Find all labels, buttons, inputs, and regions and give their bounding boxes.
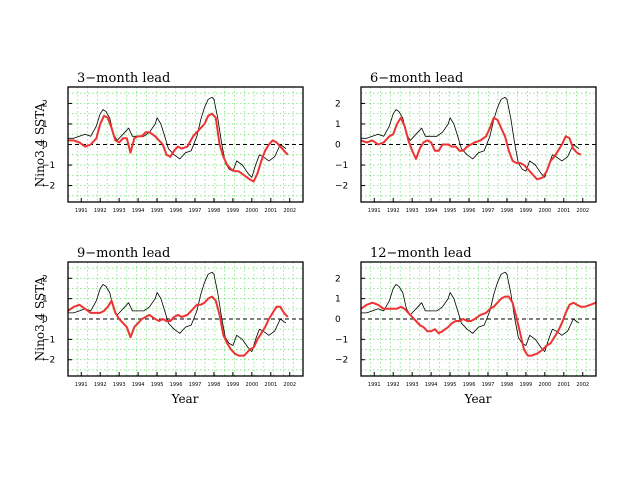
panel-12-month-lead: 12−month lead −2 −1 0 1 2 1991 1992 1993 1994 1995… xyxy=(335,246,597,388)
x-tick-label: 1994 xyxy=(425,208,438,214)
x-tick-label: 2002 xyxy=(283,208,296,214)
y-tick-label: 0 xyxy=(42,141,48,151)
y-axis-label-top: Nino3.4 SSTA xyxy=(33,102,47,187)
x-tick-label: 1996 xyxy=(463,208,476,214)
panel-6-month-lead: 6−month lead −2 −1 0 1 2 1991 1992 1993 1994 1995 1… xyxy=(335,71,597,214)
y-tick-label: 1 xyxy=(42,295,48,305)
x-tick-label: 1993 xyxy=(406,382,419,388)
y-tick-label: −2 xyxy=(335,182,348,192)
y-tick-label: 1 xyxy=(42,120,48,130)
x-tick-label: 1997 xyxy=(482,208,495,214)
x-tick-label: 1998 xyxy=(208,382,221,388)
x-tick-label: 2002 xyxy=(283,382,296,388)
y-tick-label: −2 xyxy=(42,182,55,192)
x-tick-label: 2000 xyxy=(245,382,258,388)
y-tick-label: −1 xyxy=(42,161,55,171)
x-tick-label: 1993 xyxy=(113,208,126,214)
y-tick-label: −1 xyxy=(335,161,348,171)
y-tick-label: 1 xyxy=(335,295,341,305)
x-tick-label: 2001 xyxy=(557,208,570,214)
panel-3-month-lead: 3−month lead −2 −1 0 1 2 1991 1992 1993 1994 1995 1… xyxy=(42,71,304,214)
forecast-series-line xyxy=(360,295,597,357)
forecast-series-line xyxy=(67,295,289,357)
observed-series-line xyxy=(361,271,580,353)
x-tick-label: 1996 xyxy=(463,382,476,388)
y-tick-label: 1 xyxy=(335,120,341,130)
x-axis-label-right: Year xyxy=(464,392,492,406)
y-axis-label-bottom: Nino3.4 SSTA xyxy=(33,276,47,361)
y-tick-label: −2 xyxy=(42,356,55,366)
x-tick-label: 1999 xyxy=(520,208,533,214)
x-tick-label: 1999 xyxy=(520,382,533,388)
x-tick-label: 1993 xyxy=(406,208,419,214)
x-tick-label: 1995 xyxy=(444,208,457,214)
x-tick-label: 1991 xyxy=(75,382,88,388)
x-tick-label: 1995 xyxy=(151,382,164,388)
panel-title: 6−month lead xyxy=(370,71,463,86)
observed-series-line xyxy=(68,96,287,178)
observed-series-line xyxy=(361,96,580,178)
x-tick-label: 1997 xyxy=(189,208,202,214)
x-tick-label: 2001 xyxy=(557,382,570,388)
x-tick-label: 2000 xyxy=(538,208,551,214)
x-tick-label: 2001 xyxy=(264,382,277,388)
observed-series-line xyxy=(68,271,287,353)
x-tick-label: 1998 xyxy=(208,208,221,214)
y-tick-label: 0 xyxy=(335,141,341,151)
x-tick-label: 1992 xyxy=(94,382,107,388)
y-tick-label: 2 xyxy=(42,99,48,109)
panel-title: 9−month lead xyxy=(77,246,170,261)
y-tick-label: −2 xyxy=(335,356,348,366)
x-tick-label: 1998 xyxy=(501,382,514,388)
y-tick-label: −1 xyxy=(335,335,348,345)
x-tick-label: 1995 xyxy=(444,382,457,388)
x-tick-label: 2000 xyxy=(245,208,258,214)
x-tick-label: 1992 xyxy=(387,382,400,388)
forecast-series-line xyxy=(360,116,582,181)
x-tick-label: 1994 xyxy=(425,382,438,388)
forecast-series-line xyxy=(68,112,289,183)
y-tick-label: 2 xyxy=(42,274,48,284)
x-tick-label: 2001 xyxy=(264,208,277,214)
y-tick-label: 0 xyxy=(335,315,341,325)
x-tick-label: 1991 xyxy=(75,208,88,214)
panel-9-month-lead: 9−month lead −2 −1 0 1 2 1991 1992 1993 1994 1995 1… xyxy=(42,246,304,388)
x-tick-label: 1999 xyxy=(227,208,240,214)
x-tick-label: 2000 xyxy=(538,382,551,388)
x-tick-label: 2002 xyxy=(576,208,589,214)
x-tick-label: 1995 xyxy=(151,208,164,214)
x-tick-label: 1999 xyxy=(227,382,240,388)
y-tick-label: −1 xyxy=(42,335,55,345)
x-tick-label: 1998 xyxy=(501,208,514,214)
panel-title: 12−month lead xyxy=(370,246,472,261)
x-tick-label: 1997 xyxy=(189,382,202,388)
x-tick-label: 1991 xyxy=(368,382,381,388)
x-tick-label: 2002 xyxy=(576,382,589,388)
x-tick-label: 1996 xyxy=(170,208,183,214)
x-tick-label: 1997 xyxy=(482,382,495,388)
y-tick-label: 0 xyxy=(42,315,48,325)
x-tick-label: 1992 xyxy=(387,208,400,214)
x-axis-label-left: Year xyxy=(171,392,199,406)
x-tick-label: 1991 xyxy=(368,208,381,214)
x-tick-label: 1996 xyxy=(170,382,183,388)
x-tick-label: 1993 xyxy=(113,382,126,388)
y-tick-label: 2 xyxy=(335,274,341,284)
x-tick-label: 1994 xyxy=(132,382,145,388)
x-tick-label: 1992 xyxy=(94,208,107,214)
panel-title: 3−month lead xyxy=(77,71,170,86)
y-tick-label: 2 xyxy=(335,99,341,109)
x-tick-label: 1994 xyxy=(132,208,145,214)
